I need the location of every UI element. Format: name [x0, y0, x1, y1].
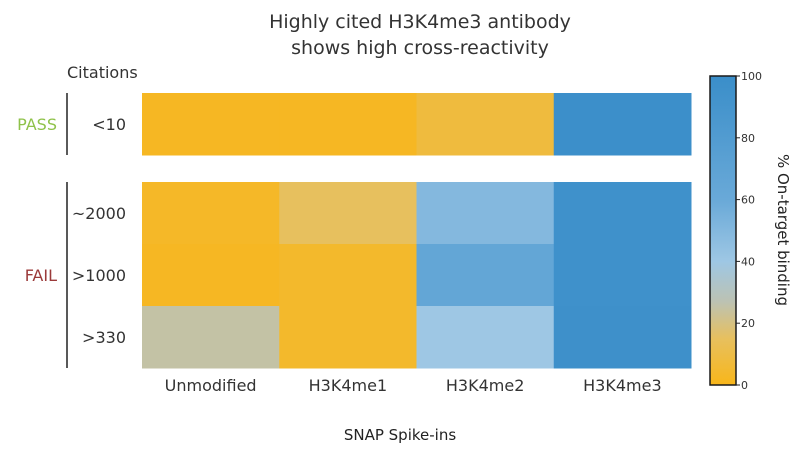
row-label: >1000: [72, 266, 126, 285]
column-label: Unmodified: [165, 376, 257, 395]
heatmap-cell: [142, 306, 280, 369]
heatmap-cell: [142, 93, 280, 156]
row-header-citations: Citations: [67, 63, 138, 82]
heatmap-cell: [553, 244, 692, 307]
colorbar-tick-label: 40: [741, 255, 755, 268]
heatmap-cell: [279, 306, 417, 369]
heatmap-cell: [279, 93, 417, 156]
colorbar-ticks: 0 20 40 60 80 100: [736, 70, 762, 392]
heatmap-cell: [416, 93, 555, 156]
colorbar-tick-label: 100: [741, 70, 762, 83]
colorbar-gradient: [709, 75, 737, 386]
heatmap-cell: [279, 244, 417, 307]
heatmap-cell: [553, 306, 692, 369]
heatmap-cell: [279, 182, 417, 245]
heatmap-cell: [416, 182, 555, 245]
chart-title-line-1: Highly cited H3K4me3 antibody: [269, 11, 571, 33]
heatmap-cell: [553, 182, 692, 245]
chart-title-line-2: shows high cross-reactivity: [291, 37, 549, 59]
row-label: ~2000: [72, 204, 126, 223]
colorbar-tick-label: 20: [741, 317, 755, 330]
column-label: H3K4me3: [583, 376, 662, 395]
heatmap-cell: [142, 244, 280, 307]
column-label: H3K4me2: [446, 376, 525, 395]
group-label-pass: PASS: [17, 115, 57, 134]
colorbar-title: % On-target binding: [774, 154, 792, 306]
colorbar-tick-label: 0: [741, 379, 748, 392]
heatmap-cells: [142, 93, 692, 369]
row-label: <10: [92, 115, 126, 134]
group-label-fail: FAIL: [25, 266, 57, 285]
row-labels: <10 ~2000 >1000 >330: [72, 115, 126, 347]
colorbar-tick-label: 60: [741, 194, 755, 207]
heatmap-cell: [416, 306, 555, 369]
column-label: H3K4me1: [309, 376, 388, 395]
group-labels: PASS FAIL: [17, 93, 68, 368]
heatmap-cell: [416, 244, 555, 307]
heatmap-cell: [553, 93, 692, 156]
column-labels: Unmodified H3K4me1 H3K4me2 H3K4me3: [165, 376, 662, 395]
colorbar-tick-label: 80: [741, 132, 755, 145]
colorbar: [709, 75, 737, 386]
heatmap-cell: [142, 182, 280, 245]
x-axis-title: SNAP Spike-ins: [344, 426, 456, 444]
row-label: >330: [82, 328, 126, 347]
